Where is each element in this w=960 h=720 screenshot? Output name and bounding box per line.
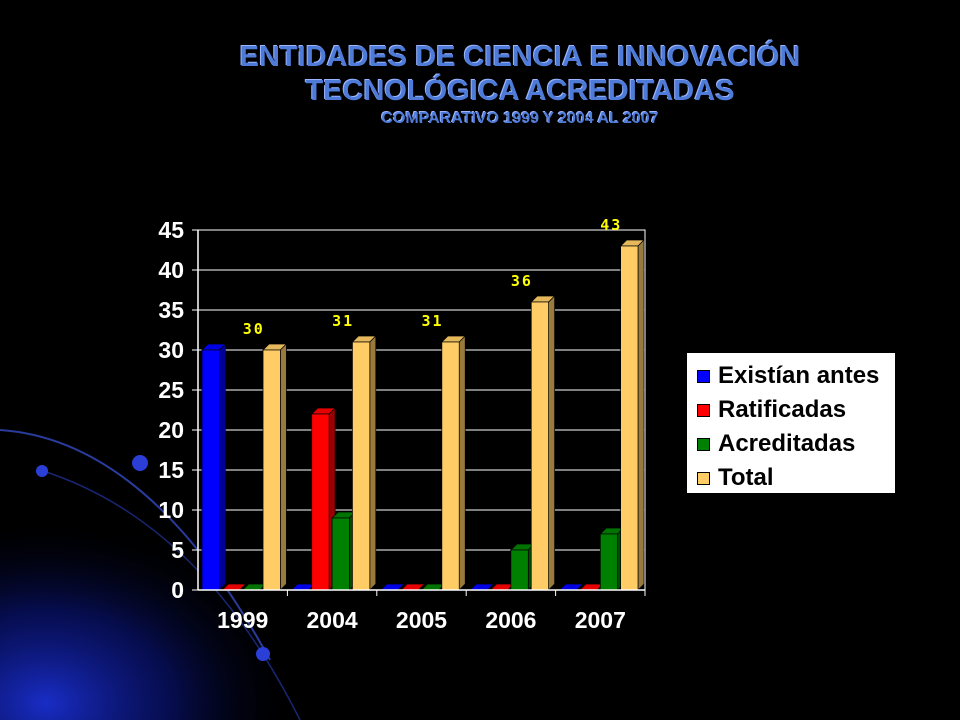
legend-item: Ratificadas (697, 393, 895, 427)
data-label: 43 (600, 216, 622, 234)
legend-swatch (697, 403, 710, 417)
bar-side (458, 335, 466, 591)
data-label: 31 (421, 312, 443, 330)
bar-side (239, 583, 246, 591)
y-tick-label: 15 (158, 457, 184, 483)
bar (352, 341, 371, 591)
bar-side (487, 583, 494, 591)
bar-side (576, 583, 584, 591)
legend-swatch (697, 369, 710, 383)
legend-swatch (697, 471, 710, 485)
slide-title: ENTIDADES DE CIENCIA E INNOVACIÓN TECNOL… (160, 40, 880, 130)
bar-side (397, 583, 405, 591)
y-tick-label: 45 (158, 217, 184, 243)
x-tick-label: 2007 (575, 607, 626, 633)
bar (530, 301, 549, 591)
bar-side (369, 335, 377, 591)
bar (620, 245, 639, 591)
bar-side (219, 343, 226, 591)
bar (441, 341, 460, 591)
y-tick-label: 0 (171, 577, 184, 603)
x-tick-label: 2005 (396, 607, 447, 633)
x-tick-label: 1999 (217, 607, 268, 633)
data-label: 30 (243, 320, 265, 338)
bar-side (548, 295, 555, 591)
legend-label: Existían antes (718, 362, 880, 389)
bar (599, 533, 618, 591)
legend-label: Ratificadas (718, 396, 847, 423)
legend-swatch (697, 437, 710, 451)
y-tick-label: 35 (158, 297, 184, 323)
bar-side (418, 583, 425, 591)
legend-item: Total (697, 461, 895, 495)
y-tick-label: 20 (158, 417, 184, 443)
y-tick-label: 10 (158, 497, 184, 523)
bar-side (280, 343, 287, 591)
bar (201, 349, 220, 591)
y-tick-label: 5 (171, 537, 184, 563)
title-line-1: ENTIDADES DE CIENCIA E INNOVACIÓN (239, 41, 801, 73)
x-tick-label: 2004 (307, 607, 358, 633)
bar (262, 349, 281, 591)
y-tick-label: 30 (158, 337, 184, 363)
bar (510, 549, 529, 591)
chart-legend: Existían antes Ratificadas Acreditadas Tota… (686, 352, 896, 494)
bar (331, 517, 350, 591)
bar (311, 413, 330, 591)
legend-item: Existían antes (697, 359, 895, 393)
legend-label: Total (718, 464, 774, 491)
data-label: 36 (511, 272, 533, 290)
bar-side (637, 239, 645, 591)
legend-item: Acreditadas (697, 427, 895, 461)
y-tick-label: 25 (158, 377, 184, 403)
title-subtitle: COMPARATIVO 1999 Y 2004 AL 2007 (381, 110, 659, 127)
legend-label: Acreditadas (718, 430, 856, 457)
data-label: 31 (332, 312, 354, 330)
x-tick-label: 2006 (485, 607, 536, 633)
y-tick-label: 40 (158, 257, 184, 283)
title-line-2: TECNOLÓGICA ACREDITADAS (305, 75, 735, 107)
